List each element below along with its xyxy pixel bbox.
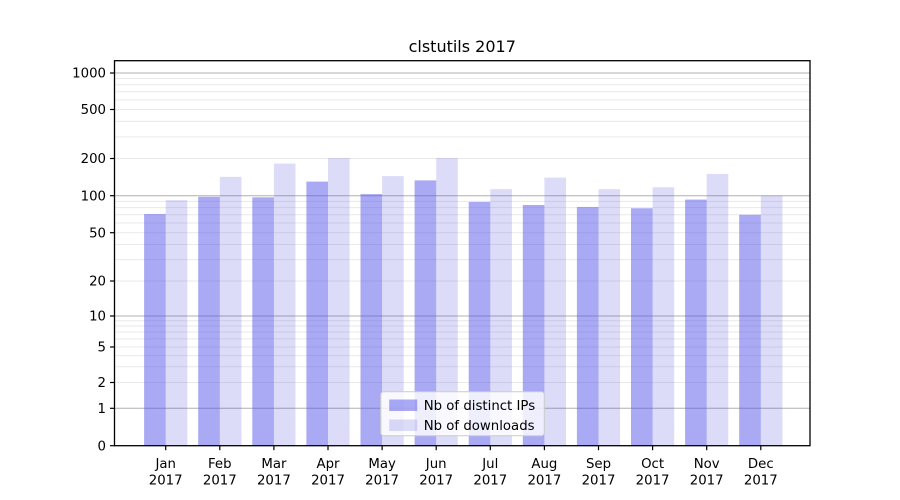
bar-downloads-oct [652,187,675,446]
bar-downloads-may [382,176,404,446]
bar-distinct-ips-may [360,194,383,446]
x-tick-label-jun: Jun 2017 [419,457,453,489]
legend-label-downloads: Nb of downloads [424,419,535,434]
x-tick-label-may: May 2017 [365,457,399,489]
bar-distinct-ips-sep [576,206,599,446]
bar-series [144,157,783,446]
x-tick-label-jul: Jul 2017 [473,457,507,489]
legend-frame [380,391,545,437]
x-axis-ticks: Jan 2017 Feb 2017 Mar 2017 Apr 2017 May 2017 Jun 20… [149,445,778,489]
y-axis-ticks: 0 1 2 5 10 20 50 100 200 500 1000 [72,67,115,454]
y-tick-label-100: 100 [81,189,106,204]
bar-downloads-mar [273,163,296,446]
bar-distinct-ips-feb [198,196,220,446]
bar-downloads-jul [490,189,512,446]
bar-distinct-ips-dec [739,214,761,446]
axes-frame [113,60,811,447]
bar-distinct-ips-jul [468,201,491,446]
y-tick-label-0: 0 [98,439,106,454]
x-tick-label-aug: Aug 2017 [527,457,561,489]
x-tick-label-feb: Feb 2017 [203,457,237,489]
plot-border [113,60,811,447]
chart-title: clstutils 2017 [409,37,516,56]
x-tick-label-mar: Mar 2017 [257,457,291,489]
bar-downloads-aug [544,177,566,446]
bar-downloads-apr [328,157,350,446]
y-tick-label-5: 5 [98,341,106,356]
bar-downloads-sep [598,189,621,446]
x-tick-label-oct: Oct 2017 [636,457,670,489]
y-tick-label-2: 2 [98,376,106,391]
bar-distinct-ips-nov [685,199,707,446]
x-tick-label-apr: Apr 2017 [311,457,345,489]
bar-downloads-dec [760,195,783,446]
y-tick-label-1000: 1000 [72,67,106,82]
y-tick-label-20: 20 [89,275,106,290]
y-tick-label-500: 500 [81,103,106,118]
bar-downloads-jan [165,200,188,446]
bar-distinct-ips-jun [414,180,437,446]
x-tick-label-jan: Jan 2017 [149,457,183,489]
legend-swatch-distinct-ips [389,399,418,411]
x-tick-label-dec: Dec 2017 [744,457,778,489]
legend-swatch-downloads [389,419,418,431]
bar-downloads-feb [219,176,242,446]
y-tick-label-200: 200 [81,152,106,167]
legend: Nb of distinct IPs Nb of downloads [380,391,545,437]
y-tick-label-10: 10 [89,310,106,325]
bar-distinct-ips-jan [144,213,166,446]
bar-distinct-ips-oct [631,208,653,446]
y-tick-label-50: 50 [89,226,106,241]
bar-downloads-nov [706,173,729,446]
bar-distinct-ips-aug [522,205,545,446]
x-tick-label-sep: Sep 2017 [582,457,616,489]
x-tick-label-nov: Nov 2017 [690,457,724,489]
legend-label-distinct-ips: Nb of distinct IPs [424,399,536,414]
y-tick-label-1: 1 [98,402,106,417]
bar-downloads-jun [436,157,458,446]
bar-distinct-ips-mar [252,197,274,446]
bar-distinct-ips-apr [306,181,328,446]
